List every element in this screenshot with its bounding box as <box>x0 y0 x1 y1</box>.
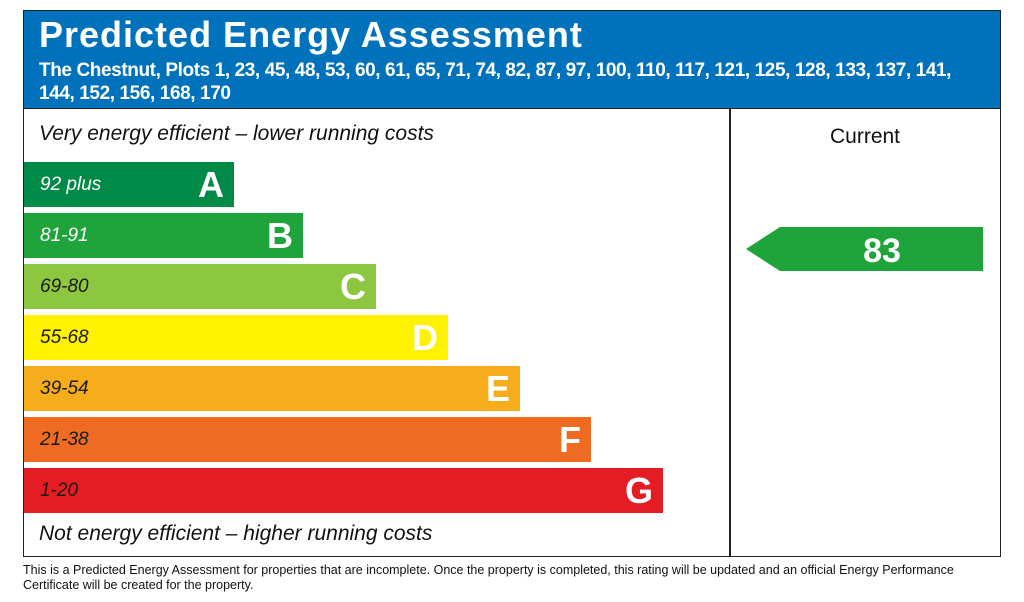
band-range: 21-38 <box>40 429 89 450</box>
band: 69-80 C <box>24 264 376 309</box>
band-letter: D <box>412 317 438 358</box>
band-range: 69-80 <box>40 276 89 297</box>
band: 55-68 D <box>24 315 448 360</box>
band-letter: E <box>485 368 510 409</box>
bottom-note: Not energy efficient – higher running co… <box>39 522 433 545</box>
band: 81-91 B <box>24 213 303 258</box>
band: 21-38 F <box>24 417 591 462</box>
footer: This is a Predicted Energy Assessment fo… <box>23 563 954 592</box>
frame <box>23 10 1001 557</box>
band-letter: F <box>559 419 581 460</box>
band-range: 1-20 <box>40 480 79 501</box>
band-range: 81-91 <box>40 225 89 246</box>
current-label: Current <box>829 125 901 148</box>
band-range: 39-54 <box>40 378 89 399</box>
band-letter: G <box>624 470 653 511</box>
divider <box>729 109 731 556</box>
header <box>24 11 1000 109</box>
subtitle: The Chestnut, Plots 1, 23, 45, 48, 53, 6… <box>39 60 952 104</box>
title: Predicted Energy Assessment <box>39 14 583 55</box>
band: 39-54 E <box>24 366 520 411</box>
band-letter: C <box>340 266 366 307</box>
band: 92 plus A <box>24 162 234 207</box>
band-letter: A <box>198 164 224 205</box>
top-note: Very energy efficient – lower running co… <box>39 122 434 145</box>
band-letter: B <box>267 215 293 256</box>
band-range: 92 plus <box>40 174 102 195</box>
current-value: 83 <box>863 232 901 270</box>
current-arrow <box>746 227 983 271</box>
band: 1-20 G <box>24 468 663 513</box>
band-range: 55-68 <box>40 327 89 348</box>
